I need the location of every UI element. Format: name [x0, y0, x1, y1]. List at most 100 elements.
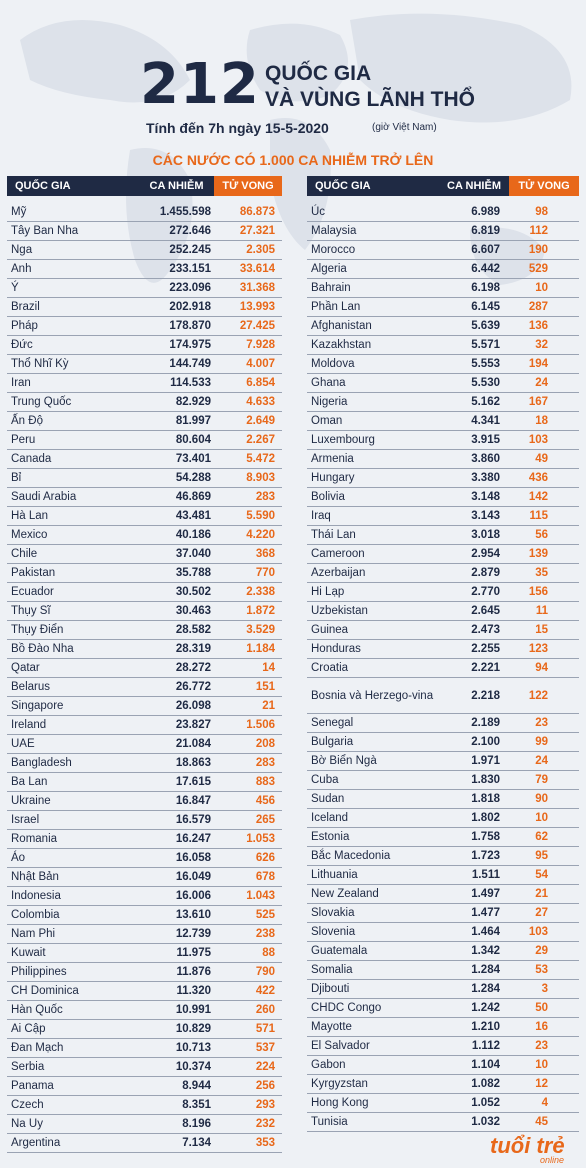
table-row: Azerbaijan 2.879 35 [307, 564, 579, 583]
right-table-rows: Úc 6.989 98 Malaysia 6.819 112 Morocco 6.607 190… [307, 203, 579, 1132]
table-row: Sudan 1.818 90 [307, 790, 579, 809]
deaths-value: 139 [528, 548, 548, 560]
table-row: Kazakhstan 5.571 32 [307, 336, 579, 355]
table-row: Oman 4.341 18 [307, 412, 579, 431]
deaths-value: 53 [535, 964, 548, 976]
cases-value: 16.058 [175, 852, 211, 864]
cases-value: 73.401 [175, 453, 211, 465]
cases-value: 1.477 [471, 907, 500, 919]
cases-value: 4.341 [471, 415, 500, 427]
table-row: Áo 16.058 626 [7, 849, 282, 868]
cases-value: 114.533 [170, 377, 211, 389]
country-name: Bỉ [11, 472, 22, 484]
deaths-value: 99 [535, 736, 548, 748]
country-name: Hàn Quốc [11, 1004, 63, 1016]
country-name: Moldova [311, 358, 355, 370]
country-name: Senegal [311, 717, 354, 729]
deaths-value: 1.043 [246, 890, 275, 902]
table-row: Cuba 1.830 79 [307, 771, 579, 790]
cases-value: 5.530 [471, 377, 500, 389]
country-name: Lithuania [311, 869, 358, 881]
deaths-value: 15 [535, 624, 548, 636]
header: 212 QUỐC GIA VÀ VÙNG LÃNH THỔ Tính đến 7… [0, 0, 586, 168]
table-row: Algeria 6.442 529 [307, 260, 579, 279]
table-row: Hungary 3.380 436 [307, 469, 579, 488]
country-name: Peru [11, 434, 36, 446]
table-row: Anh 233.151 33.614 [7, 260, 282, 279]
table-row: Romania 16.247 1.053 [7, 830, 282, 849]
cases-value: 5.553 [471, 358, 500, 370]
table-row: Hà Lan 43.481 5.590 [7, 507, 282, 526]
deaths-value: 103 [528, 434, 548, 446]
table-row: Czech 8.351 293 [7, 1096, 282, 1115]
country-name: Hi Lạp [311, 586, 345, 598]
table-row: Ukraine 16.847 456 [7, 792, 282, 811]
column-header-deaths: TỬ VONG [509, 176, 579, 196]
title-line-2: VÀ VÙNG LÃNH THỔ [265, 88, 475, 111]
country-name: Mỹ [11, 206, 27, 218]
deaths-value: 123 [528, 643, 548, 655]
table-row: CH Dominica 11.320 422 [7, 982, 282, 1001]
cases-value: 1.284 [471, 983, 500, 995]
table-row: Senegal 2.189 23 [307, 714, 579, 733]
deaths-value: 27 [535, 907, 548, 919]
country-name: Armenia [311, 453, 354, 465]
cases-value: 2.770 [471, 586, 500, 598]
table-row: Chile 37.040 368 [7, 545, 282, 564]
column-header-cases: CA NHIỄM [139, 176, 214, 196]
cases-value: 6.989 [471, 206, 500, 218]
cases-value: 2.221 [471, 662, 500, 674]
cases-value: 16.049 [175, 871, 211, 883]
date-note: (giờ Việt Nam) [372, 122, 437, 133]
country-name: Bolivia [311, 491, 345, 503]
cases-value: 3.380 [471, 472, 500, 484]
cases-value: 6.607 [471, 244, 500, 256]
deaths-value: 23 [535, 1040, 548, 1052]
country-name: Anh [11, 263, 32, 275]
country-name: Argentina [11, 1137, 61, 1149]
deaths-value: 136 [528, 320, 548, 332]
deaths-value: 10 [535, 282, 548, 294]
deaths-value: 49 [535, 453, 548, 465]
column-header-deaths: TỬ VONG [214, 176, 282, 196]
deaths-value: 35 [535, 567, 548, 579]
table-row: Serbia 10.374 224 [7, 1058, 282, 1077]
table-row: Luxembourg 3.915 103 [307, 431, 579, 450]
country-name: El Salvador [311, 1040, 370, 1052]
deaths-value: 10 [535, 1059, 548, 1071]
table-row: Ecuador 30.502 2.338 [7, 583, 282, 602]
cases-value: 2.954 [471, 548, 500, 560]
table-row: Somalia 1.284 53 [307, 961, 579, 980]
cases-value: 1.210 [471, 1021, 500, 1033]
table-row: New Zealand 1.497 21 [307, 885, 579, 904]
country-name: Tây Ban Nha [11, 225, 79, 237]
country-name: Thái Lan [311, 529, 356, 541]
cases-value: 3.143 [471, 510, 500, 522]
cases-value: 3.148 [471, 491, 500, 503]
deaths-value: 14 [262, 662, 275, 674]
cases-value: 17.615 [175, 776, 211, 788]
cases-value: 28.319 [175, 643, 211, 655]
deaths-value: 90 [535, 793, 548, 805]
deaths-value: 94 [535, 662, 548, 674]
cases-value: 1.497 [471, 888, 500, 900]
table-row: Belarus 26.772 151 [7, 678, 282, 697]
table-row: Bolivia 3.148 142 [307, 488, 579, 507]
cases-value: 10.713 [175, 1042, 211, 1054]
country-name: Czech [11, 1099, 44, 1111]
deaths-value: 103 [528, 926, 548, 938]
country-name: Somalia [311, 964, 353, 976]
table-row: Nhật Bản 16.049 678 [7, 868, 282, 887]
cases-value: 1.830 [471, 774, 500, 786]
table-row: Uzbekistan 2.645 11 [307, 602, 579, 621]
table-row: Thụy Sĩ 30.463 1.872 [7, 602, 282, 621]
table-row: Nam Phi 12.739 238 [7, 925, 282, 944]
svg-text:tuổi trẻ: tuổi trẻ [490, 1133, 565, 1158]
deaths-value: 12 [535, 1078, 548, 1090]
deaths-value: 537 [255, 1042, 275, 1054]
table-row: Estonia 1.758 62 [307, 828, 579, 847]
cases-value: 16.006 [175, 890, 211, 902]
country-name: Nga [11, 244, 33, 256]
country-name: CHDC Congo [311, 1002, 382, 1014]
table-row: Đan Mạch 10.713 537 [7, 1039, 282, 1058]
